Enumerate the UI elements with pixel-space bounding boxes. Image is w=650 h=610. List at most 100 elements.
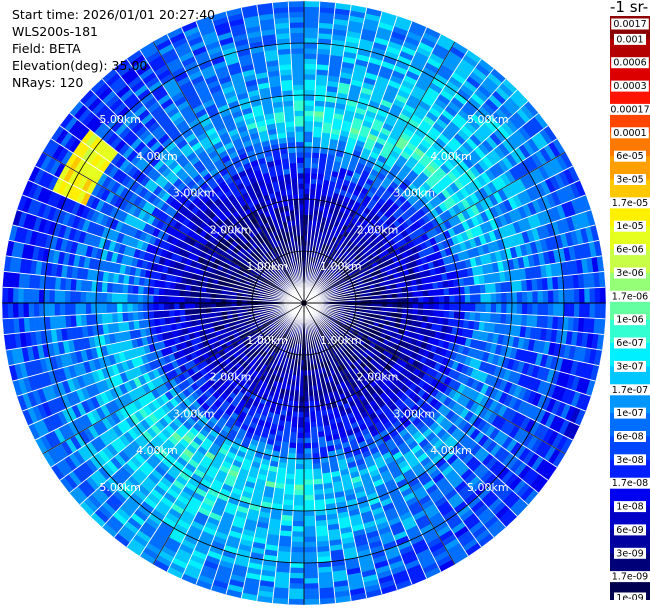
- beta-cell: [292, 520, 305, 527]
- beta-cell: [290, 426, 298, 434]
- beta-cell: [303, 110, 315, 117]
- beta-cell: [303, 136, 313, 143]
- beta-cell: [303, 53, 318, 60]
- beta-cell: [469, 302, 476, 313]
- beta-cell: [489, 282, 497, 294]
- beta-cell: [293, 494, 305, 501]
- beta-cell: [438, 309, 445, 318]
- beta-cell: [313, 115, 324, 123]
- beta-cell: [469, 293, 476, 304]
- beta-cell: [516, 302, 523, 315]
- beta-cell: [480, 293, 487, 304]
- beta-cell: [291, 416, 299, 423]
- beta-cell: [449, 302, 456, 312]
- beta-cell: [553, 302, 560, 317]
- beta-cell: [402, 302, 409, 309]
- beta-cell: [288, 442, 297, 449]
- beta-cell: [298, 396, 305, 403]
- beta-cell: [443, 310, 450, 319]
- beta-cell: [459, 302, 466, 312]
- beta-cell: [319, 1, 336, 9]
- beta-cell: [311, 157, 320, 164]
- beta-cell: [290, 552, 305, 559]
- beta-cell: [402, 297, 409, 304]
- beta-cell: [484, 312, 492, 323]
- beta-cell: [296, 442, 305, 449]
- beta-cell: [289, 577, 305, 585]
- beta-cell: [303, 151, 313, 158]
- beta-cell: [412, 302, 419, 310]
- beta-cell: [303, 146, 313, 153]
- beta-cell: [310, 162, 319, 169]
- beta-cell: [584, 302, 591, 319]
- beta-cell: [303, 437, 312, 444]
- beta-cell: [303, 494, 315, 501]
- beta-cell: [485, 292, 492, 304]
- beta-cell: [303, 453, 313, 460]
- beta-cell: [303, 131, 314, 138]
- beta-cell: [309, 406, 316, 413]
- beta-cell: [293, 489, 305, 496]
- beta-cell: [292, 515, 305, 522]
- beta-cell: [303, 209, 310, 215]
- beta-cell: [428, 295, 435, 304]
- beta-cell: [314, 100, 326, 107]
- beta-cell: [303, 47, 318, 54]
- beta-cell: [303, 120, 314, 127]
- beta-cell: [312, 463, 322, 470]
- beta-cell: [290, 541, 305, 548]
- beta-cell: [295, 463, 305, 470]
- beta-cell: [283, 494, 295, 501]
- beta-cell: [459, 294, 466, 304]
- beta-cell: [598, 271, 606, 288]
- beta-cell: [303, 562, 319, 569]
- beta-cell: [553, 289, 560, 304]
- beta-cell: [310, 178, 318, 185]
- beta-cell: [433, 309, 440, 318]
- beta-cell: [303, 188, 311, 195]
- beta-cell: [313, 120, 324, 128]
- beta-cell: [475, 293, 482, 304]
- beta-cell: [287, 598, 305, 605]
- beta-cell: [303, 536, 317, 543]
- beta-cell: [303, 510, 316, 517]
- beta-cell: [392, 302, 398, 309]
- beta-cell: [573, 288, 580, 304]
- beta-cell: [295, 448, 305, 455]
- beta-cell: [310, 432, 319, 439]
- beta-cell: [289, 437, 298, 444]
- beta-cell: [417, 290, 424, 298]
- beta-cell: [506, 291, 513, 304]
- beta-cell: [563, 288, 570, 304]
- beta-cell: [427, 309, 435, 317]
- beta-cell: [303, 552, 318, 559]
- beta-cell: [299, 385, 305, 392]
- beta-cell: [303, 391, 310, 397]
- beta-cell: [407, 297, 414, 304]
- beta-cell: [310, 167, 319, 174]
- beta-cell: [303, 105, 315, 112]
- beta-cell: [479, 312, 487, 323]
- beta-cell: [303, 396, 310, 403]
- beta-cell: [313, 494, 325, 501]
- beta-cell: [289, 567, 305, 574]
- beta-cell: [303, 489, 315, 496]
- beta-cell: [303, 406, 310, 413]
- beta-cell: [542, 289, 549, 304]
- beta-cell: [475, 302, 482, 313]
- beta-cell: [495, 302, 502, 314]
- beta-cell: [423, 302, 430, 310]
- beta-cell: [303, 567, 319, 574]
- beta-cell: [303, 115, 315, 122]
- beta-cell: [294, 474, 305, 481]
- beta-cell: [303, 6, 320, 13]
- beta-cell: [312, 136, 322, 143]
- beta-cell: [272, 597, 289, 605]
- beta-cell: [500, 281, 507, 293]
- beta-cell: [490, 292, 497, 304]
- beta-cell: [303, 183, 311, 190]
- beta-cell: [310, 421, 318, 428]
- beta-cell: [490, 302, 497, 314]
- beta-cell: [303, 385, 309, 392]
- beta-cell: [303, 411, 311, 418]
